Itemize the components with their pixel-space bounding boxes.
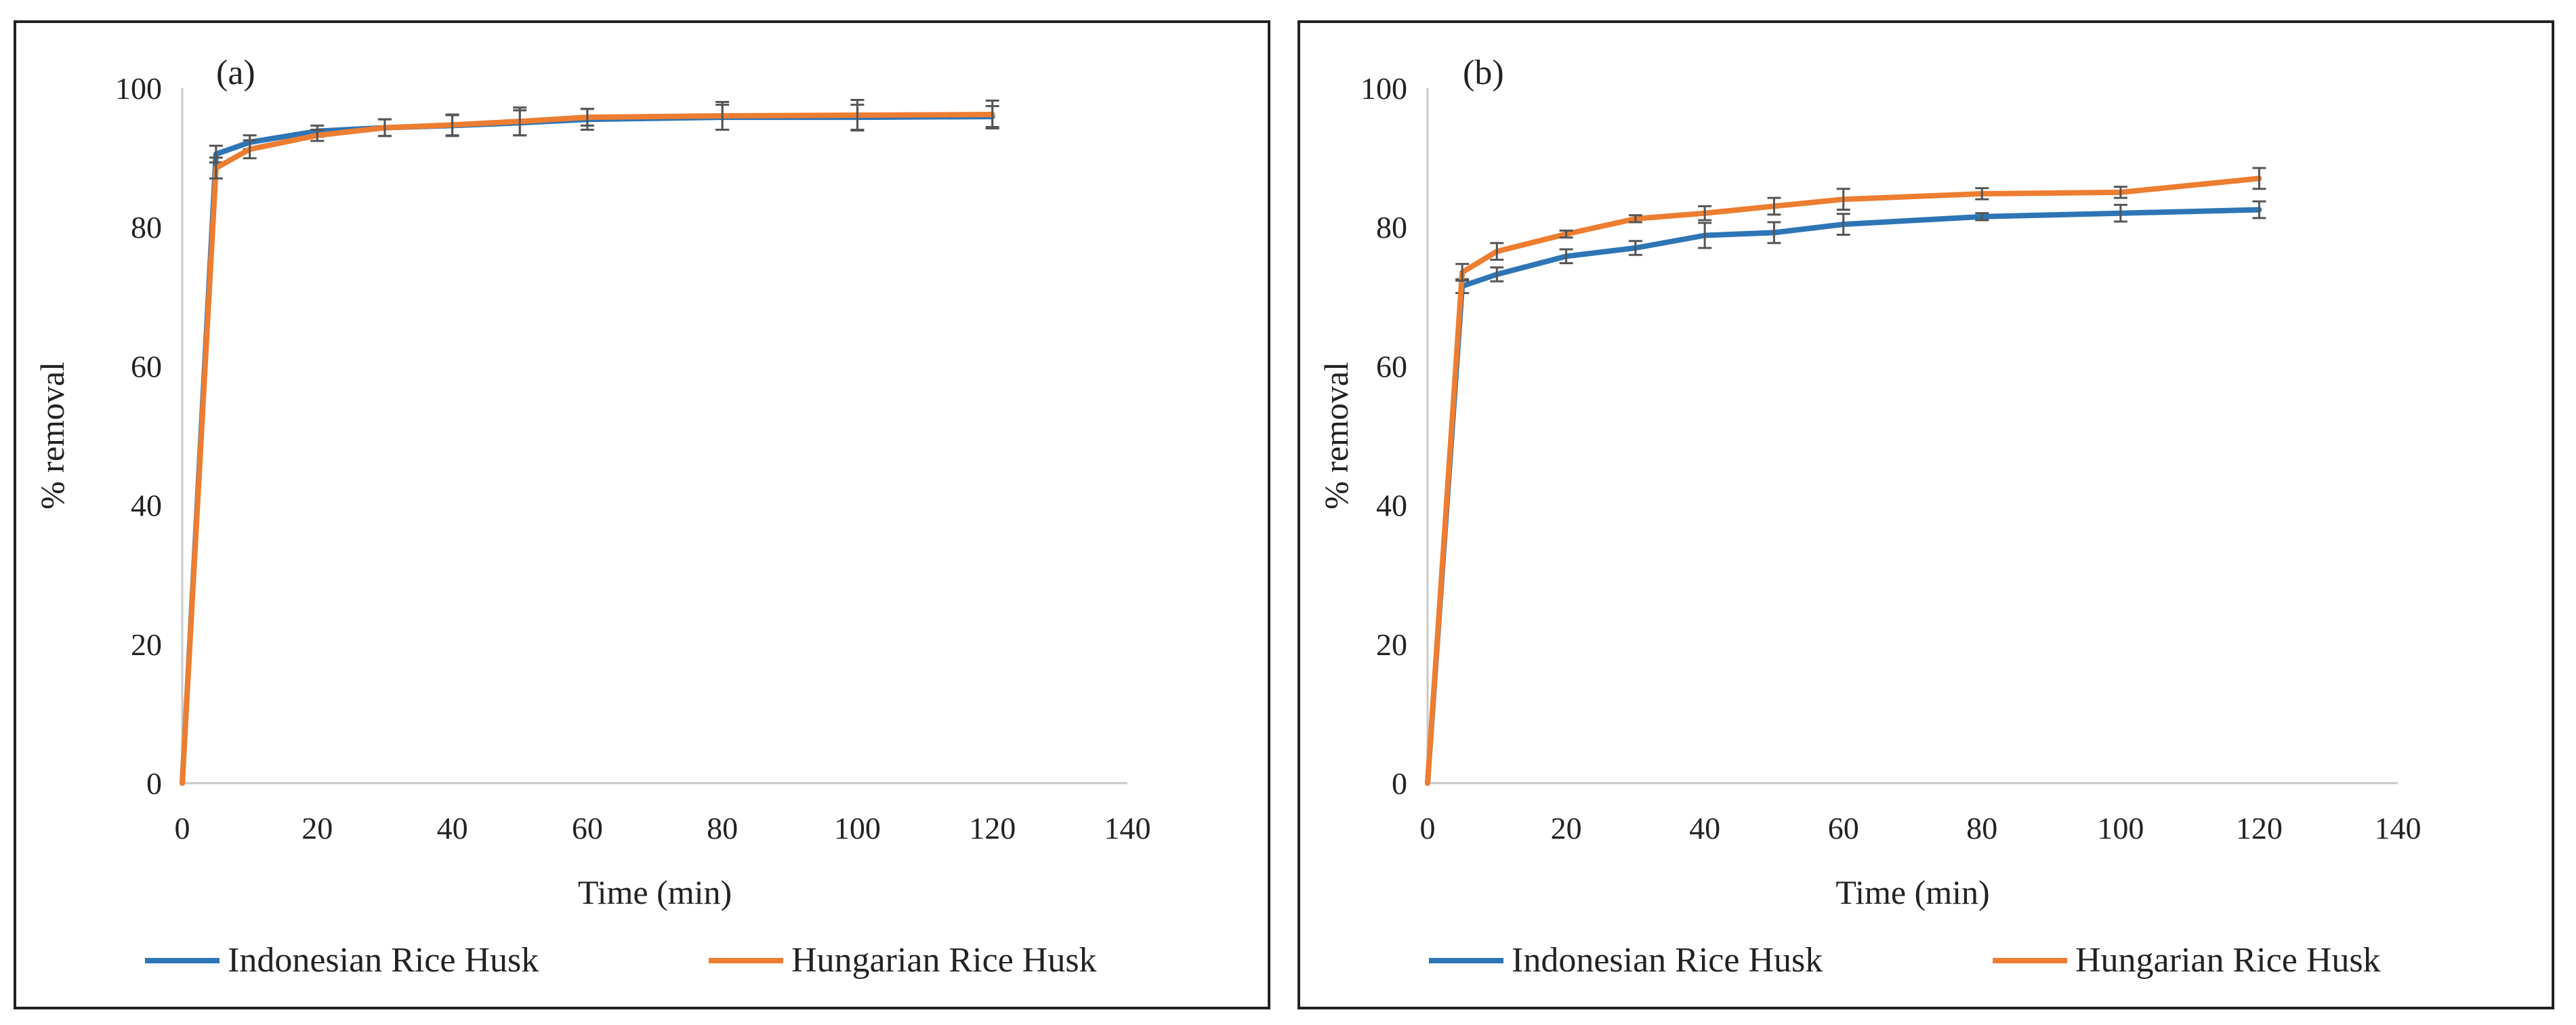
y-tick-label: 60 [1376,349,1407,383]
panel-label: (a) [216,54,255,92]
x-tick-label: 80 [1966,811,1997,845]
x-tick-label: 120 [2236,811,2283,845]
x-tick-label: 140 [1104,811,1151,845]
y-tick-label: 40 [131,488,162,523]
x-tick-label: 20 [1551,811,1582,845]
x-axis-title: Time (min) [578,873,732,911]
legend-item-label: Hungarian Rice Husk [2075,941,2381,980]
x-tick-label: 140 [2375,811,2422,845]
y-tick-label: 0 [146,766,162,801]
x-tick-label: 100 [834,811,881,845]
x-tick-label: 0 [1420,811,1436,845]
legend-item-label: Hungarian Rice Husk [791,941,1097,980]
series-line [1425,175,2262,786]
y-tick-label: 0 [1392,766,1407,801]
legend-item-label: Indonesian Rice Husk [228,941,539,980]
legend-item-label: Indonesian Rice Husk [1512,941,1823,980]
panel-label: (b) [1463,54,1504,92]
y-tick-label: 20 [131,627,162,662]
chart-a-svg: 0 20 40 60 80 100 120 140 0 20 40 60 80 100 Time (min)… [33,54,1151,980]
x-tick-label: 40 [1689,811,1720,845]
x-tick-label: 120 [969,811,1016,845]
series-line [1425,207,2262,786]
y-tick-label: 40 [1376,488,1407,523]
y-tick-label: 100 [1360,71,1407,106]
y-tick-label: 60 [131,349,162,383]
x-tick-label: 60 [1828,811,1859,845]
chart-panel-a: 0 20 40 60 80 100 120 140 0 20 40 60 80 100 Time (min)… [14,20,1270,1009]
series-line [180,114,995,786]
series-line [180,112,995,786]
y-tick-label: 100 [115,71,162,106]
x-tick-label: 60 [572,811,603,845]
chart-panel-b: 0 20 40 60 80 100 120 140 0 20 40 60 80 100 Time (min)… [1297,20,2554,1009]
x-tick-label: 20 [302,811,333,845]
x-tick-label: 100 [2097,811,2144,845]
chart-b-svg: 0 20 40 60 80 100 120 140 0 20 40 60 80 100 Time (min)… [1317,54,2422,980]
x-axis-title: Time (min) [1835,873,1989,911]
x-tick-label: 80 [707,811,738,845]
y-tick-label: 80 [131,210,162,245]
y-axis-title: % removal [33,362,71,509]
x-tick-label: 40 [437,811,468,845]
x-tick-label: 0 [175,811,190,845]
y-tick-label: 20 [1376,627,1407,662]
y-tick-label: 80 [1376,210,1407,245]
y-axis-title: % removal [1317,362,1355,509]
